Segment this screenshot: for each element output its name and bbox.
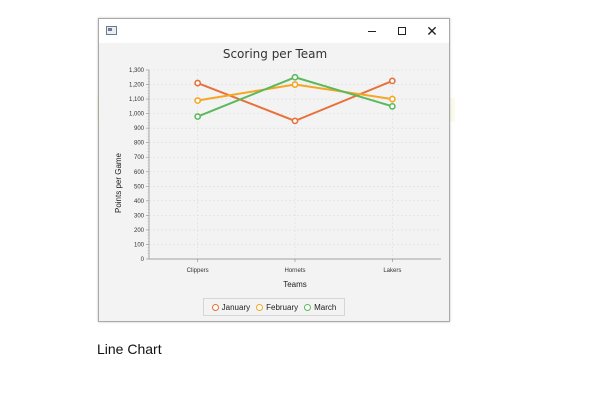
y-tick-label: 200 xyxy=(134,228,145,234)
data-point-march xyxy=(291,73,299,81)
legend-marker-february xyxy=(256,303,264,311)
legend-marker-march xyxy=(304,303,312,311)
legend-label-february: February xyxy=(266,302,299,312)
y-tick-label: 500 xyxy=(134,184,145,190)
legend-item-february[interactable]: February xyxy=(256,303,298,312)
y-tick-label: 700 xyxy=(134,155,145,161)
y-tick-label: 900 xyxy=(134,126,145,132)
title-bar[interactable]: ✕ xyxy=(99,19,449,43)
data-point-february xyxy=(388,95,396,103)
data-point-march xyxy=(388,102,396,110)
maximize-icon xyxy=(398,27,406,35)
x-axis-ticks: Clippers Hornets Lakers xyxy=(187,259,401,274)
close-icon: ✕ xyxy=(426,23,438,39)
y-tick-label: 400 xyxy=(134,199,145,205)
data-point-march xyxy=(194,113,202,120)
chart-title: Scoring per Team xyxy=(223,47,327,61)
legend-item-january[interactable]: January xyxy=(211,302,251,312)
data-point-february xyxy=(291,81,299,88)
y-axis-ticks: 0 100 200 300 400 500 600 700 800 900 1,000 1,100 1,… xyxy=(129,68,149,263)
maximize-button[interactable] xyxy=(387,19,417,43)
y-tick-label: 100 xyxy=(134,242,145,248)
y-tick-label: 0 xyxy=(141,257,145,263)
y-tick-label: 1,100 xyxy=(129,97,145,103)
legend-marker-january xyxy=(211,303,219,311)
data-point-january xyxy=(291,117,299,125)
legend-item-march[interactable]: March xyxy=(304,303,336,312)
x-tick-label: Hornets xyxy=(284,268,305,274)
minimize-icon xyxy=(368,30,376,32)
figure-caption: Line Chart xyxy=(97,341,162,357)
data-point-january xyxy=(194,79,202,87)
x-tick-label: Clippers xyxy=(187,268,209,274)
line-chart: Scoring per Team 0 100 200 300 400 500 600 700 8… xyxy=(114,47,441,289)
minimize-button[interactable] xyxy=(357,19,387,43)
chart-grid xyxy=(149,69,441,260)
y-tick-label: 1,200 xyxy=(129,83,145,89)
y-tick-label: 1,000 xyxy=(129,112,145,118)
y-tick-label: 300 xyxy=(134,213,145,219)
x-tick-label: Lakers xyxy=(383,268,401,274)
legend-label-march: March xyxy=(314,302,337,312)
app-icon xyxy=(106,26,117,35)
y-axis-label: Points per Game xyxy=(114,152,123,213)
x-axis-label: Teams xyxy=(283,280,307,289)
legend-label-january: January xyxy=(221,302,251,312)
y-tick-label: 800 xyxy=(134,141,145,147)
data-point-january xyxy=(388,77,396,85)
chart-window: ✕ Scoring per Team 0 100 200 300 400 500 600 70… xyxy=(98,18,450,322)
chart-series xyxy=(194,73,396,125)
y-tick-label: 1,300 xyxy=(129,68,145,74)
y-tick-label: 600 xyxy=(134,170,145,176)
chart-legend: January February March xyxy=(203,298,345,316)
data-point-february xyxy=(194,97,202,104)
close-button[interactable]: ✕ xyxy=(417,19,447,43)
